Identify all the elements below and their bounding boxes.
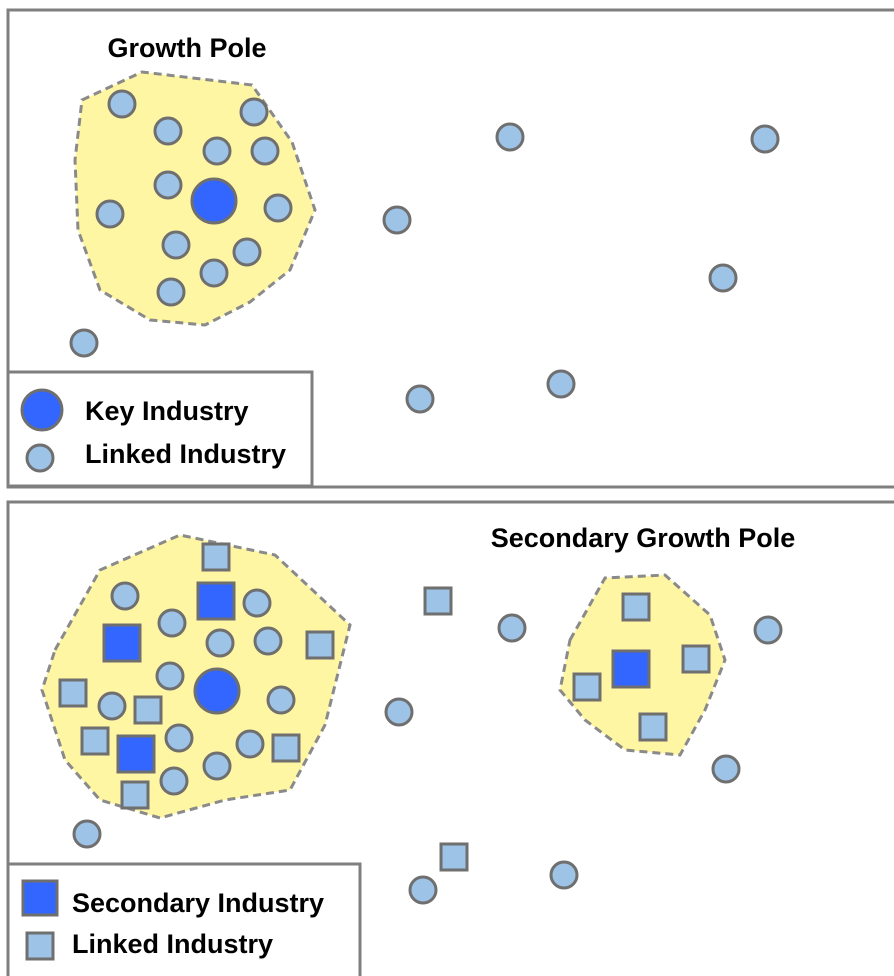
linked-industry — [164, 723, 194, 753]
linked-industry — [58, 678, 88, 708]
linked-industry — [110, 581, 140, 611]
linked-industry — [250, 136, 280, 166]
linked-industry — [107, 89, 137, 119]
linked-industry — [153, 116, 183, 146]
linked-industry — [159, 766, 189, 796]
linked-industry — [546, 369, 576, 399]
linked-industry — [205, 628, 235, 658]
linked-industry — [253, 626, 283, 656]
linked-industry — [266, 685, 296, 715]
legend — [6, 370, 314, 488]
panel-title: Growth Pole — [107, 33, 266, 63]
linked-industry — [753, 615, 783, 645]
linked-industry — [408, 875, 438, 905]
legend-key-icon — [20, 388, 64, 432]
linked-industry — [271, 733, 301, 763]
linked-industry — [95, 199, 125, 229]
linked-industry — [263, 193, 293, 223]
linked-industry — [750, 124, 780, 154]
linked-industry — [681, 644, 711, 674]
secondary-industry — [196, 581, 236, 621]
linked-industry — [202, 136, 232, 166]
linked-industry — [305, 630, 335, 660]
linked-industry — [161, 230, 191, 260]
linked-industry — [711, 754, 741, 784]
linked-industry — [382, 205, 412, 235]
linked-industry — [423, 586, 453, 616]
linked-industry — [157, 608, 187, 638]
legend-label: Linked Industry — [72, 929, 273, 959]
linked-industry — [202, 751, 232, 781]
linked-industry — [80, 726, 110, 756]
linked-industry — [72, 819, 102, 849]
legend-label: Linked Industry — [85, 439, 286, 469]
linked-industry — [69, 328, 99, 358]
linked-industry — [638, 712, 668, 742]
legend-secondary-icon — [21, 879, 59, 917]
linked-industry — [133, 695, 163, 725]
linked-industry — [549, 860, 579, 890]
secondary-industry — [116, 734, 156, 774]
linked-industry — [497, 613, 527, 643]
key-industry — [190, 177, 238, 225]
linked-industry — [232, 237, 262, 267]
linked-industry — [708, 263, 738, 293]
secondary-industry — [102, 623, 142, 663]
linked-industry — [235, 729, 265, 759]
legend-label: Secondary Industry — [72, 888, 324, 918]
legend — [6, 862, 362, 976]
linked-industry — [621, 592, 651, 622]
linked-industry — [156, 277, 186, 307]
linked-industry — [439, 842, 469, 872]
linked-industry — [199, 258, 229, 288]
linked-industry — [153, 170, 183, 200]
linked-industry — [155, 661, 185, 691]
linked-industry — [242, 588, 272, 618]
secondary-industry — [611, 649, 651, 689]
linked-industry — [572, 672, 602, 702]
linked-industry — [120, 780, 150, 810]
linked-industry — [239, 97, 269, 127]
linked-industry — [97, 691, 127, 721]
linked-industry — [384, 697, 414, 727]
key-industry — [193, 667, 241, 715]
linked-industry — [201, 542, 231, 572]
linked-industry — [495, 122, 525, 152]
linked-industry — [405, 384, 435, 414]
panel-title: Secondary Growth Pole — [491, 523, 796, 553]
legend-linked-icon — [25, 443, 55, 473]
legend-label: Key Industry — [85, 396, 249, 426]
legend-linked-icon — [25, 931, 55, 961]
